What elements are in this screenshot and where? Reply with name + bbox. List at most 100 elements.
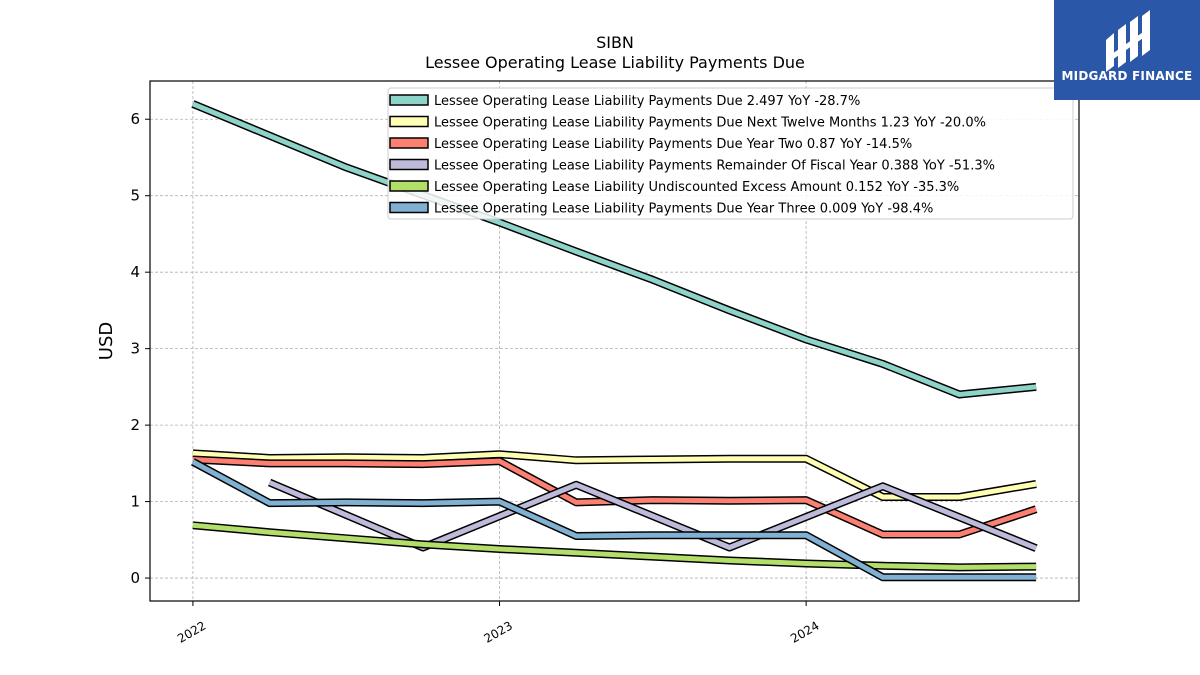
series-5-line <box>190 521 1039 572</box>
data-point <box>804 337 809 342</box>
y-tick-label: 2 <box>130 416 140 434</box>
data-point <box>804 533 809 538</box>
data-point <box>727 308 732 313</box>
data-point <box>267 530 272 535</box>
legend-entry: Lessee Operating Lease Liability Payment… <box>434 94 860 109</box>
data-point <box>727 545 732 550</box>
y-axis-label: USD <box>96 322 117 360</box>
y-tick-label: 0 <box>130 569 140 587</box>
legend-swatch <box>389 115 429 128</box>
data-point <box>344 455 349 460</box>
plot-area-frame <box>149 80 1080 602</box>
series-stroke <box>192 450 1037 500</box>
data-point <box>957 495 962 500</box>
series-outline <box>191 458 1037 582</box>
brand-logo: MIDGARD FINANCE <box>1054 0 1200 100</box>
legend-entry: Lessee Operating Lease Liability Payment… <box>434 137 912 152</box>
data-point <box>1034 507 1039 512</box>
legend: Lessee Operating Lease Liability Payment… <box>387 87 1074 220</box>
series-stroke <box>192 522 1037 570</box>
legend-swatch <box>389 137 429 149</box>
legend-entry: Lessee Operating Lease Liability Payment… <box>434 116 986 131</box>
data-point <box>574 458 579 463</box>
legend-entry: Lessee Operating Lease Liability Payment… <box>434 202 933 217</box>
series-4-line <box>267 478 1039 552</box>
data-point <box>574 550 579 555</box>
data-point <box>1034 546 1039 551</box>
data-point <box>880 532 885 537</box>
data-point <box>497 459 502 464</box>
data-point <box>497 220 502 225</box>
data-point <box>574 500 579 505</box>
data-point <box>190 523 195 528</box>
data-point <box>880 495 885 500</box>
data-point <box>880 575 885 580</box>
series-2-line <box>190 449 1039 501</box>
data-point <box>344 165 349 170</box>
x-tick-label: 2023 <box>482 618 515 645</box>
data-point <box>804 561 809 566</box>
data-point <box>727 533 732 538</box>
data-point <box>727 456 732 461</box>
data-point <box>1034 384 1039 389</box>
data-point <box>267 461 272 466</box>
data-point <box>1034 575 1039 580</box>
legend-entry: Lessee Operating Lease Liability Undisco… <box>434 180 959 195</box>
series-6-line <box>191 458 1039 582</box>
y-tick-label: 3 <box>130 340 140 358</box>
chart-subtitle: Lessee Operating Lease Liability Payment… <box>425 53 805 72</box>
data-point <box>190 451 195 456</box>
data-point <box>267 501 272 506</box>
data-point <box>420 462 425 467</box>
legend-swatch <box>389 158 429 171</box>
data-point <box>1034 564 1039 569</box>
data-point <box>650 457 655 462</box>
data-point <box>497 499 502 504</box>
data-point <box>957 565 962 570</box>
data-point <box>420 501 425 506</box>
legend-entry: Lessee Operating Lease Liability Payment… <box>434 159 995 174</box>
data-point <box>344 500 349 505</box>
data-point <box>727 498 732 503</box>
series-stroke <box>268 480 1038 551</box>
chart-title: SIBN <box>596 33 634 52</box>
data-point <box>804 498 809 503</box>
data-point <box>727 558 732 563</box>
data-point <box>420 456 425 461</box>
logo-mark-icon <box>1106 10 1150 72</box>
data-point <box>190 101 195 106</box>
data-point <box>1034 482 1039 487</box>
x-tick-label: 2022 <box>175 618 208 645</box>
data-point <box>420 542 425 547</box>
data-point <box>650 533 655 538</box>
data-point <box>650 554 655 559</box>
data-point <box>574 482 579 487</box>
data-point <box>497 547 502 552</box>
series-stroke <box>191 459 1037 580</box>
legend-swatch <box>389 201 429 214</box>
data-point <box>880 361 885 366</box>
legend-box <box>387 87 1074 220</box>
data-point <box>957 575 962 580</box>
data-point <box>574 249 579 254</box>
y-tick-label: 6 <box>130 110 140 128</box>
data-point <box>804 456 809 461</box>
data-point <box>497 452 502 457</box>
data-point <box>574 534 579 539</box>
data-point <box>344 461 349 466</box>
data-point <box>957 532 962 537</box>
legend-swatch <box>389 180 429 192</box>
data-point <box>880 484 885 489</box>
data-point <box>650 277 655 282</box>
data-point <box>650 498 655 503</box>
data-point <box>267 480 272 485</box>
logo-text: MIDGARD FINANCE <box>1061 69 1193 83</box>
y-tick-label: 4 <box>130 263 140 281</box>
data-point <box>957 392 962 397</box>
legend-swatch <box>389 94 429 106</box>
data-point <box>880 563 885 568</box>
data-point <box>344 536 349 541</box>
y-tick-label: 1 <box>130 493 140 511</box>
x-tick-label: 2024 <box>788 618 821 645</box>
